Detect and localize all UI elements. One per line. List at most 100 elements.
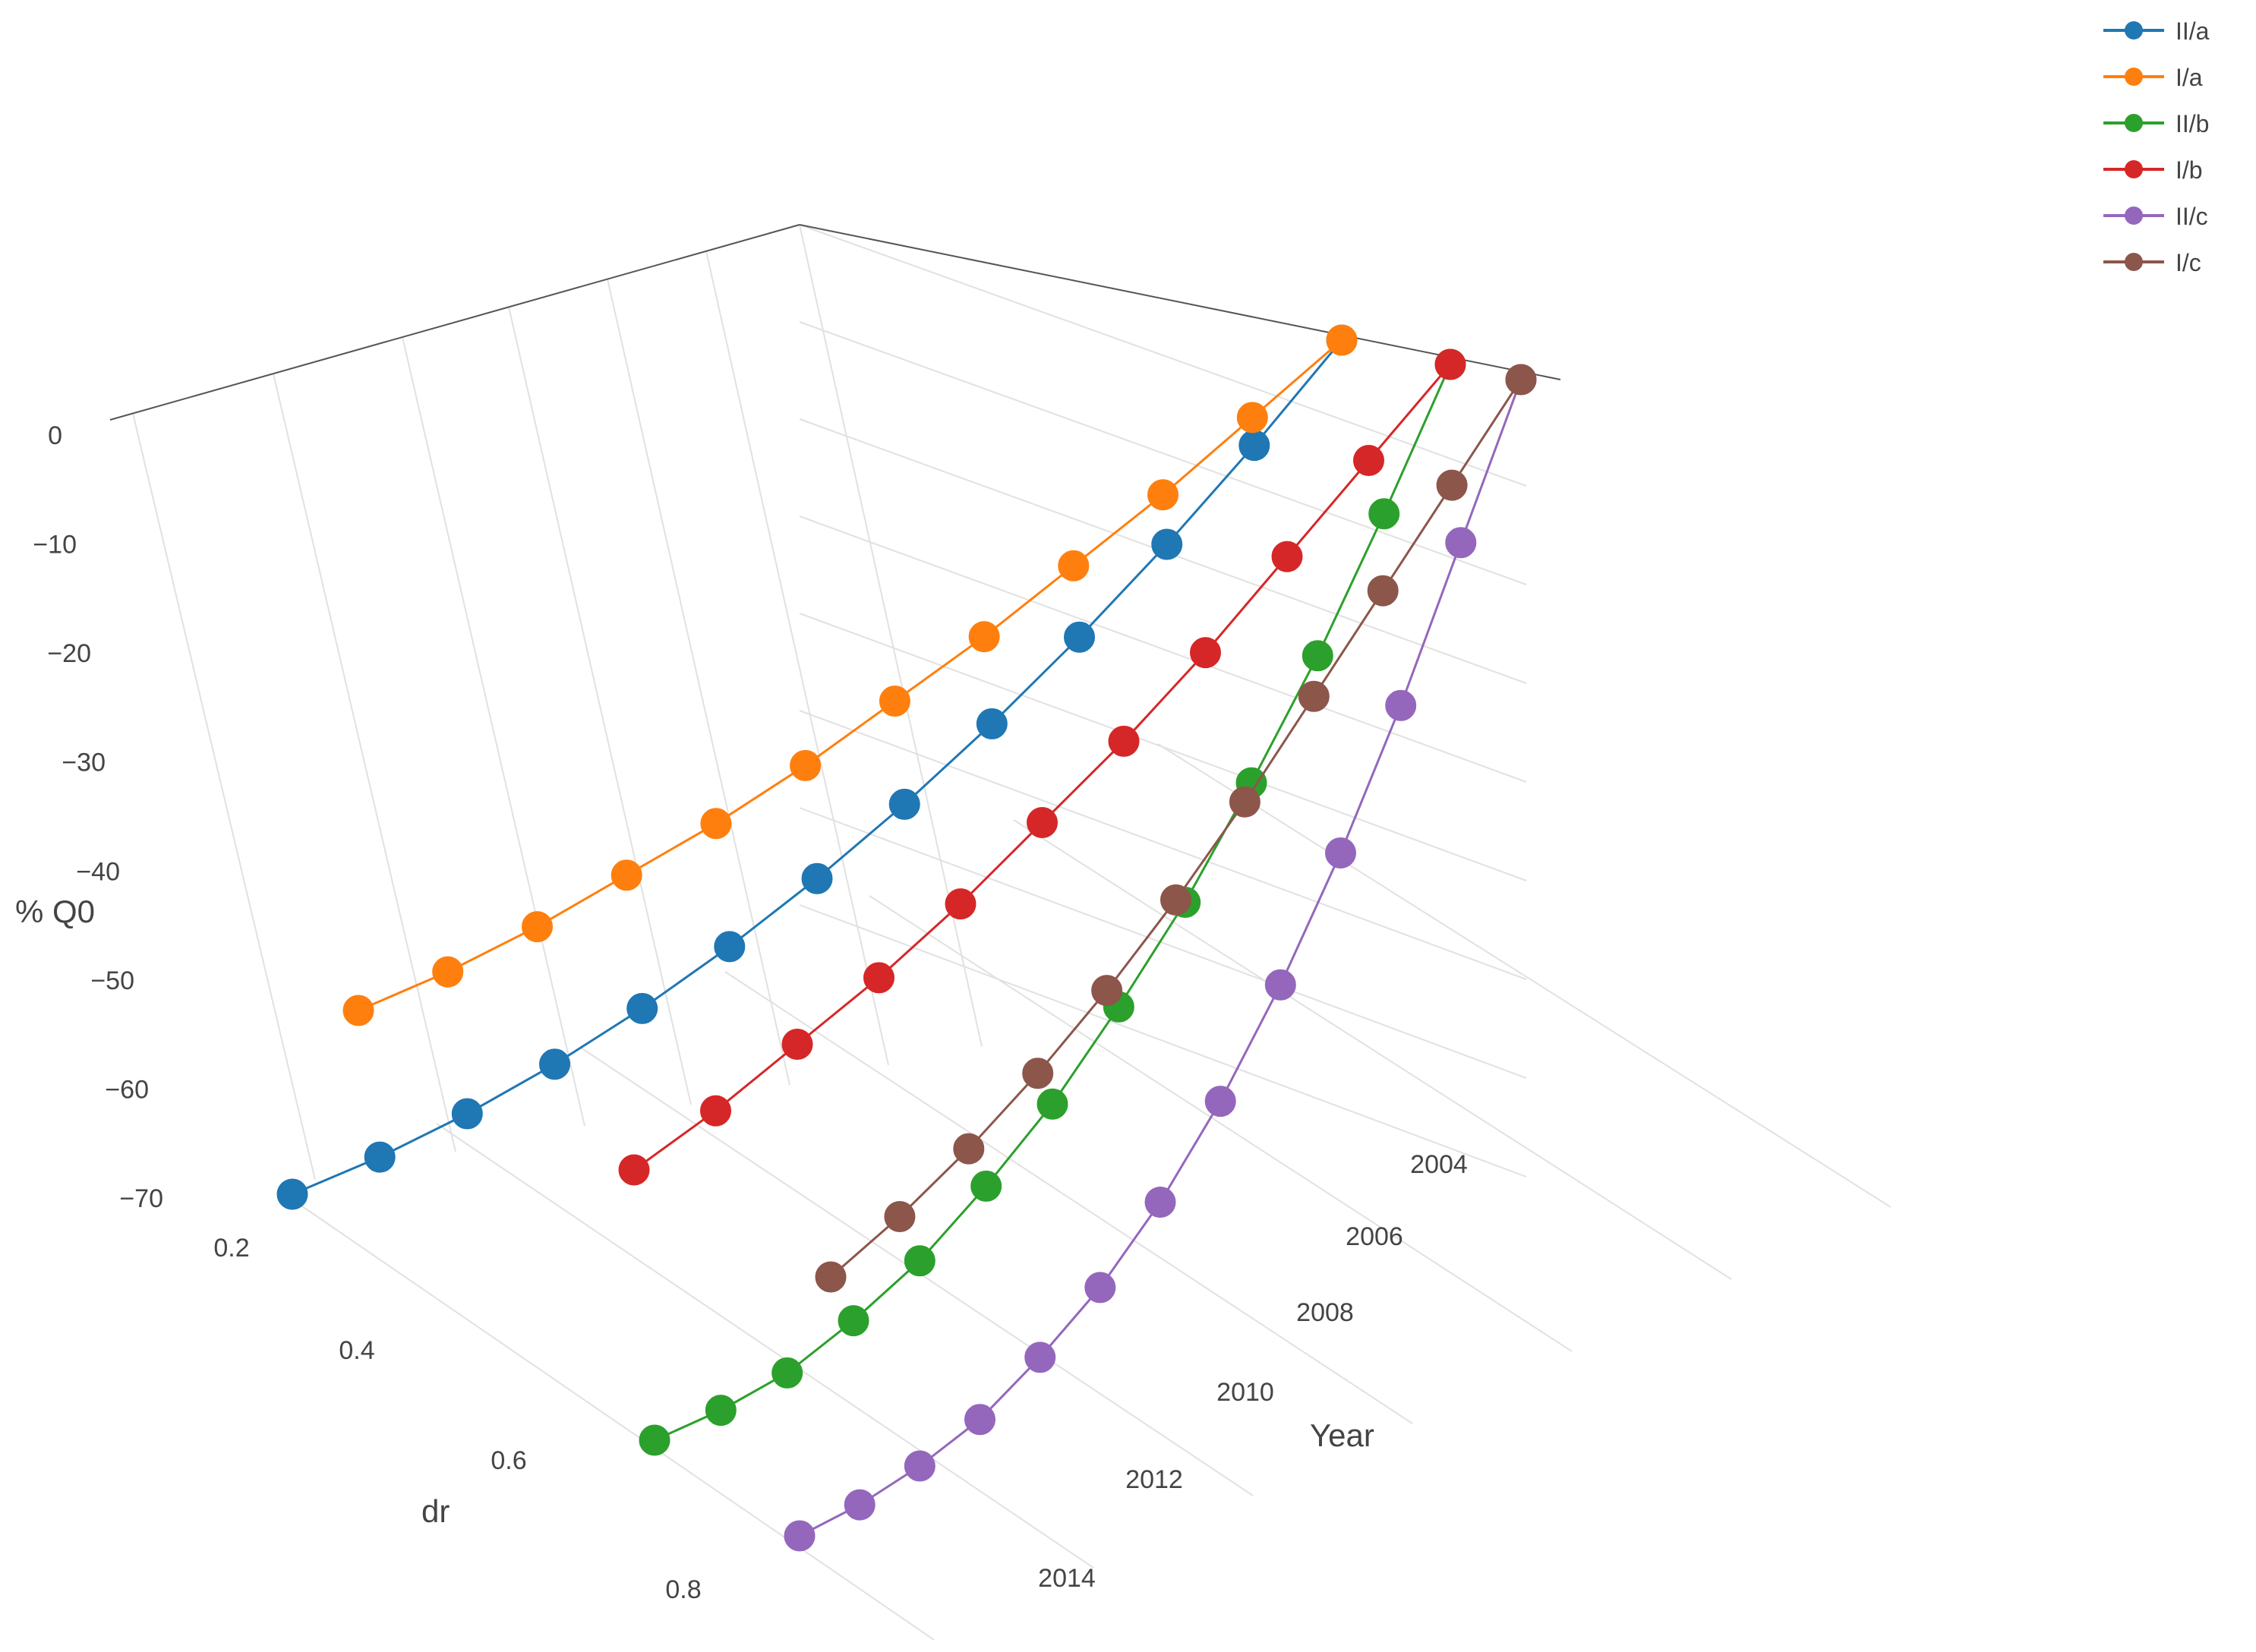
data-point[interactable]: [801, 862, 833, 894]
data-point[interactable]: [1058, 550, 1090, 582]
data-point[interactable]: [838, 1305, 869, 1337]
data-point[interactable]: [1367, 575, 1399, 607]
grid-line-vertical: [132, 413, 316, 1181]
data-point[interactable]: [1084, 1272, 1116, 1304]
data-point[interactable]: [879, 686, 910, 717]
data-point[interactable]: [904, 1450, 936, 1482]
data-point[interactable]: [790, 749, 822, 781]
data-point[interactable]: [844, 1489, 876, 1521]
data-point[interactable]: [1436, 469, 1468, 501]
legend-item[interactable]: I/a: [2103, 64, 2203, 91]
data-point[interactable]: [1368, 498, 1400, 530]
data-point[interactable]: [1445, 527, 1477, 559]
data-point[interactable]: [1271, 541, 1303, 572]
data-point[interactable]: [784, 1520, 816, 1552]
data-point[interactable]: [276, 1178, 308, 1210]
data-point[interactable]: [1236, 402, 1268, 433]
data-point[interactable]: [1036, 1088, 1068, 1120]
data-point[interactable]: [611, 859, 642, 891]
data-point[interactable]: [771, 1357, 803, 1389]
grid-line-floor: [1157, 743, 1892, 1208]
dr-axis-title: dr: [421, 1493, 450, 1529]
data-point[interactable]: [1298, 680, 1330, 712]
data-point[interactable]: [1091, 975, 1123, 1007]
data-point[interactable]: [1144, 1187, 1176, 1218]
box-edge-top-right: [799, 224, 1561, 380]
data-point[interactable]: [539, 1048, 570, 1080]
legend-label: II/a: [2176, 17, 2210, 45]
data-point[interactable]: [451, 1098, 483, 1130]
data-point[interactable]: [1160, 884, 1191, 916]
data-point[interactable]: [432, 956, 464, 988]
data-point[interactable]: [884, 1201, 916, 1232]
data-point[interactable]: [342, 995, 374, 1026]
grid-line-horizontal: [799, 321, 1527, 585]
z-tick-label: −40: [76, 857, 120, 886]
data-point[interactable]: [1204, 1086, 1236, 1118]
data-point[interactable]: [1302, 640, 1333, 672]
legend-item[interactable]: I/c: [2103, 249, 2201, 276]
z-tick-label: −60: [105, 1075, 149, 1104]
box-edge-top-left: [109, 224, 800, 421]
data-point[interactable]: [1326, 324, 1358, 356]
legend-item[interactable]: I/b: [2103, 156, 2203, 184]
data-point[interactable]: [1353, 445, 1384, 476]
data-point[interactable]: [639, 1424, 670, 1456]
grid-line-vertical: [799, 224, 983, 1047]
legend-item[interactable]: II/c: [2103, 203, 2208, 230]
legend-swatch-marker: [2125, 253, 2143, 271]
data-point[interactable]: [781, 1029, 813, 1060]
grid-line-floor: [436, 1123, 1094, 1568]
data-point[interactable]: [1385, 689, 1417, 721]
data-point[interactable]: [945, 888, 977, 920]
data-point[interactable]: [1238, 430, 1270, 462]
legend-label: II/b: [2176, 110, 2209, 137]
year-axis-title: Year: [1310, 1417, 1374, 1453]
data-point[interactable]: [522, 911, 553, 943]
data-point[interactable]: [700, 1095, 731, 1127]
data-point[interactable]: [1505, 364, 1537, 396]
data-point[interactable]: [1022, 1058, 1054, 1089]
data-point[interactable]: [705, 1395, 737, 1427]
legend-item[interactable]: II/a: [2103, 17, 2210, 45]
data-point[interactable]: [1108, 725, 1140, 757]
data-point[interactable]: [364, 1141, 396, 1173]
legend[interactable]: II/a I/a II/b I/b II/c I/c: [2103, 17, 2210, 276]
data-point[interactable]: [970, 1170, 1002, 1202]
data-point[interactable]: [700, 808, 732, 840]
legend-item[interactable]: II/b: [2103, 110, 2209, 137]
grid-line-vertical: [508, 307, 692, 1105]
data-point[interactable]: [904, 1245, 936, 1277]
series-i-a: [342, 324, 1358, 1026]
data-point[interactable]: [1264, 969, 1296, 1001]
data-point[interactable]: [1024, 1341, 1056, 1373]
data-point[interactable]: [1434, 348, 1466, 380]
year-tick-label: 2006: [1346, 1222, 1403, 1251]
data-point[interactable]: [863, 962, 895, 994]
legend-swatch-marker: [2125, 160, 2143, 178]
data-point[interactable]: [953, 1133, 985, 1165]
series-i-b: [618, 348, 1466, 1186]
dr-tick-label: 0.6: [491, 1446, 526, 1475]
data-point[interactable]: [964, 1404, 995, 1436]
z-axis-title: % Q0: [15, 894, 95, 929]
data-point[interactable]: [976, 708, 1008, 739]
data-point[interactable]: [1027, 807, 1058, 838]
series-i-c: [815, 364, 1537, 1293]
data-point[interactable]: [1190, 637, 1221, 669]
year-tick-label: 2008: [1296, 1298, 1354, 1327]
data-point[interactable]: [888, 788, 920, 820]
data-point[interactable]: [1064, 621, 1095, 653]
data-point[interactable]: [626, 992, 658, 1024]
data-point[interactable]: [815, 1261, 847, 1293]
data-point[interactable]: [1229, 786, 1261, 818]
data-point[interactable]: [1151, 528, 1183, 560]
data-point[interactable]: [1325, 837, 1356, 869]
data-point[interactable]: [968, 621, 1000, 653]
z-tick-label: 0: [48, 421, 62, 450]
series-ii-b: [639, 348, 1466, 1456]
data-point[interactable]: [714, 931, 746, 963]
data-point[interactable]: [618, 1154, 650, 1186]
data-point[interactable]: [1147, 479, 1178, 511]
legend-swatch-marker: [2125, 68, 2143, 86]
